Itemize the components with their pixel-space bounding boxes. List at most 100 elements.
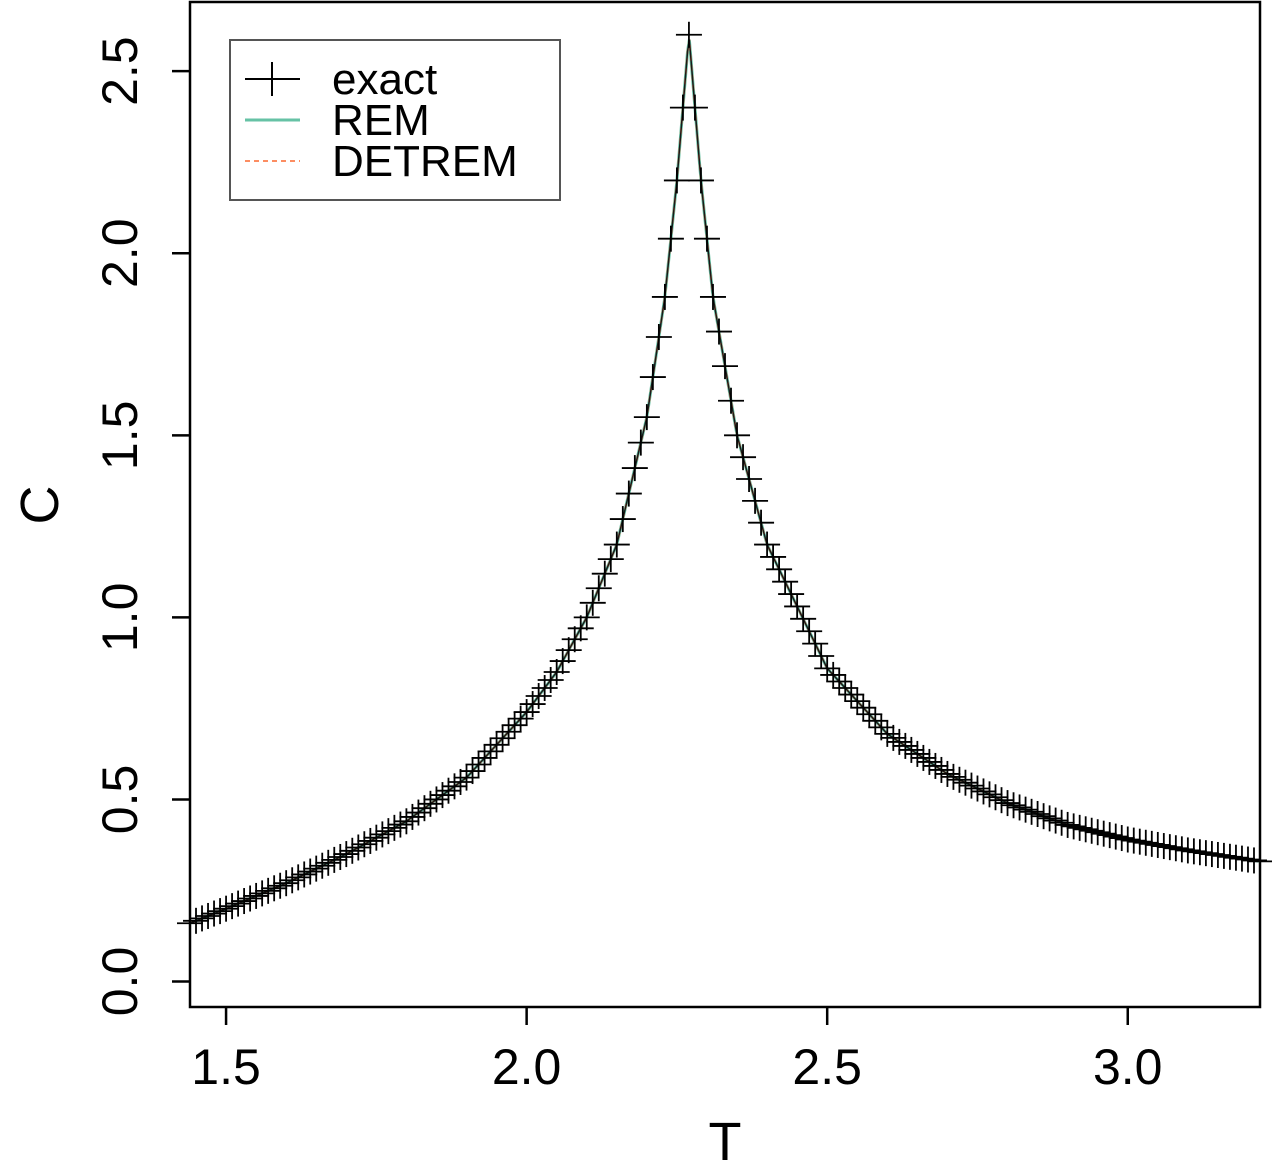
exact-data-point <box>303 855 330 882</box>
exact-series-points <box>177 21 1272 937</box>
exact-data-point <box>772 568 799 595</box>
exact-data-point <box>531 675 558 702</box>
exact-data-point <box>225 890 252 917</box>
exact-data-point <box>1186 839 1213 866</box>
exact-data-point <box>561 626 588 653</box>
legend-label-detrem: DETREM <box>332 137 518 186</box>
exact-data-point <box>321 846 348 873</box>
exact-data-point <box>940 763 967 790</box>
exact-data-point <box>261 875 288 902</box>
exact-data-point <box>1120 827 1147 854</box>
exact-data-point <box>1247 848 1272 875</box>
exact-data-point <box>1060 813 1087 840</box>
exact-data-point <box>339 837 366 864</box>
exact-data-point <box>1222 844 1249 871</box>
exact-data-point <box>886 728 913 755</box>
exact-data-point <box>1228 845 1255 872</box>
exact-data-point <box>381 814 408 841</box>
exact-data-point <box>315 849 342 876</box>
exact-data-point <box>934 760 961 787</box>
exact-data-point <box>507 705 534 732</box>
exact-data-point <box>1066 814 1093 841</box>
exact-data-point <box>922 752 949 779</box>
exact-data-point <box>699 283 726 310</box>
exact-data-point <box>1030 803 1057 830</box>
exact-data-point <box>778 581 805 608</box>
x-tick-label: 2.0 <box>492 1039 562 1095</box>
exact-data-point <box>585 575 612 602</box>
exact-data-point <box>868 714 895 741</box>
exact-data-point <box>489 725 516 752</box>
exact-data-point <box>177 910 203 937</box>
exact-data-point <box>820 661 847 688</box>
y-tick-label: 0.0 <box>92 947 148 1017</box>
exact-data-point <box>826 668 853 695</box>
x-tick-label: 1.5 <box>191 1039 261 1095</box>
y-tick-label: 0.5 <box>92 765 148 835</box>
exact-data-point <box>784 593 811 620</box>
exact-data-point <box>964 775 991 802</box>
exact-data-point <box>483 731 510 758</box>
exact-data-point <box>1174 837 1201 864</box>
exact-data-point <box>1084 819 1111 846</box>
y-axis-label: C <box>10 486 70 525</box>
exact-data-point <box>742 487 769 514</box>
exact-data-point <box>808 642 835 669</box>
exact-data-point <box>724 422 751 449</box>
exact-data-point <box>327 843 354 870</box>
y-tick-label: 1.0 <box>92 583 148 653</box>
exact-data-point <box>1096 822 1123 849</box>
exact-data-point <box>958 772 985 799</box>
exact-data-point <box>243 882 270 909</box>
exact-data-point <box>766 556 793 583</box>
exact-data-point <box>369 821 396 848</box>
exact-data-point <box>898 736 925 763</box>
exact-data-point <box>267 872 294 899</box>
exact-data-point <box>471 744 498 771</box>
exact-data-point <box>249 880 276 907</box>
exact-data-point <box>549 648 576 675</box>
exact-data-point <box>639 364 666 391</box>
x-axis: 1.5 2.0 2.5 3.0 <box>191 1007 1163 1095</box>
exact-data-point <box>1168 836 1195 863</box>
plot-frame <box>188 0 1262 1009</box>
exact-data-point <box>802 630 829 657</box>
legend-label-exact: exact <box>332 55 437 104</box>
exact-data-point <box>279 867 306 894</box>
exact-data-point <box>603 531 630 558</box>
exact-data-point <box>976 781 1003 808</box>
exact-data-point <box>1000 792 1027 819</box>
exact-data-point <box>237 885 264 912</box>
exact-data-point <box>988 787 1015 814</box>
exact-data-point <box>1156 834 1183 861</box>
exact-data-point <box>465 751 492 778</box>
exact-data-point <box>1054 811 1081 838</box>
y-tick-label: 2.0 <box>92 218 148 288</box>
exact-data-point <box>183 907 210 934</box>
exact-data-point <box>730 444 757 471</box>
exact-data-point <box>760 543 787 570</box>
exact-data-point <box>856 701 883 728</box>
exact-data-point <box>495 718 522 745</box>
exact-data-point <box>1024 801 1051 828</box>
exact-data-point <box>1042 807 1069 834</box>
exact-data-point <box>567 615 594 642</box>
exact-data-point <box>796 618 823 645</box>
exact-data-point <box>1192 840 1219 867</box>
exact-data-point <box>591 560 618 587</box>
y-tick-label: 1.5 <box>92 401 148 471</box>
x-tick-label: 3.0 <box>1093 1039 1163 1095</box>
exact-data-point <box>928 756 955 783</box>
x-axis-label: T <box>709 1112 742 1169</box>
exact-data-point <box>1012 796 1039 823</box>
exact-data-point <box>790 605 817 632</box>
exact-data-point <box>916 748 943 775</box>
exact-data-point <box>1018 798 1045 825</box>
exact-data-point <box>525 683 552 710</box>
exact-data-point <box>447 768 474 795</box>
exact-data-point <box>189 905 216 932</box>
exact-data-point <box>213 895 240 922</box>
exact-data-point <box>201 900 228 927</box>
exact-data-point <box>1078 817 1105 844</box>
